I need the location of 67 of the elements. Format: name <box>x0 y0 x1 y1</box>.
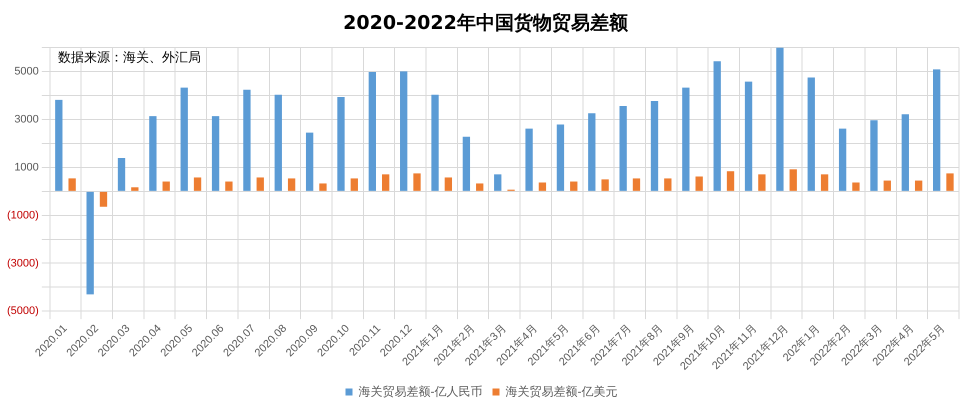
bar <box>696 176 703 191</box>
bar <box>820 174 828 191</box>
bar <box>758 174 766 191</box>
bar <box>588 113 596 191</box>
bar <box>444 177 452 191</box>
bar <box>744 82 752 191</box>
bar <box>664 178 672 191</box>
bar <box>100 192 108 207</box>
bar <box>852 182 860 191</box>
bar <box>256 177 264 191</box>
bar <box>884 180 891 191</box>
bar <box>368 72 376 191</box>
bar <box>243 90 251 191</box>
bar <box>525 128 533 191</box>
bar <box>288 178 296 191</box>
bar <box>790 169 797 191</box>
bar <box>601 179 609 191</box>
bar <box>55 100 62 191</box>
bar <box>870 120 878 191</box>
bar <box>68 178 76 191</box>
bar <box>570 182 578 191</box>
bar <box>350 178 358 191</box>
bar <box>632 178 640 191</box>
bar <box>149 116 157 191</box>
bar <box>682 88 690 191</box>
bar <box>306 132 314 191</box>
bar <box>476 183 484 191</box>
bar <box>714 61 721 191</box>
bar <box>180 88 188 191</box>
bar <box>162 182 170 191</box>
bar <box>319 183 327 191</box>
bar <box>619 106 627 191</box>
bar <box>225 182 233 191</box>
legend-label: 海关贸易差额-亿美元 <box>506 384 618 398</box>
chart-title: 2020-2022年中国货物贸易差额 <box>342 11 629 36</box>
y-tick-label: 1000 <box>14 161 39 174</box>
bar <box>400 71 408 191</box>
bar <box>650 101 658 191</box>
bar <box>933 69 940 191</box>
bar <box>726 171 734 191</box>
bar <box>808 78 815 191</box>
bar <box>194 177 202 191</box>
y-tick-label: 5000 <box>14 66 39 78</box>
bar <box>118 158 126 191</box>
bar <box>902 114 909 191</box>
bar <box>413 173 421 191</box>
bar <box>337 96 345 191</box>
y-tick-label: (5000) <box>7 305 39 318</box>
bar <box>131 187 139 191</box>
bar <box>494 174 502 191</box>
bar <box>462 136 470 191</box>
y-tick-label: (3000) <box>7 257 39 270</box>
y-tick-label: 3000 <box>14 114 39 126</box>
bar <box>556 124 564 191</box>
bar <box>274 94 282 191</box>
bar <box>212 116 220 191</box>
bar <box>776 48 784 191</box>
legend-label: 海关贸易差额-亿人民币 <box>358 384 483 398</box>
bar <box>914 180 922 191</box>
y-tick-label: (1000) <box>7 209 39 222</box>
bar <box>382 174 390 191</box>
bar <box>538 182 546 191</box>
bar <box>838 128 846 191</box>
bar <box>86 192 94 294</box>
bar <box>946 173 954 191</box>
annotation: 数据来源：海关、外汇局 <box>58 50 201 66</box>
bar <box>431 94 439 191</box>
